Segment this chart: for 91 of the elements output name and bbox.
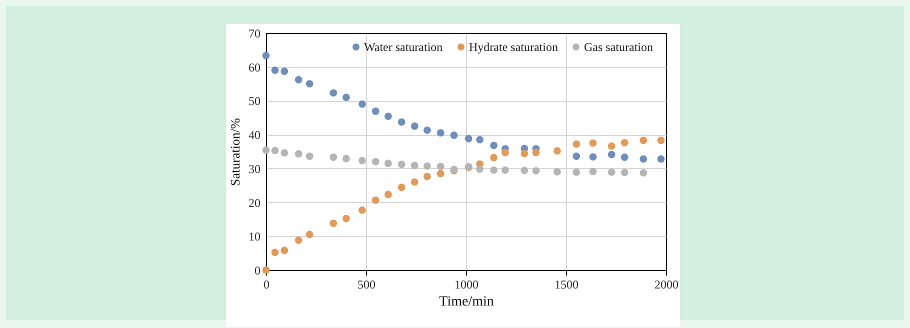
point: [358, 100, 366, 108]
point: [372, 108, 380, 115]
point: [262, 52, 270, 60]
point: [271, 66, 279, 74]
y-tick-label: 50: [248, 94, 260, 108]
legend-label: Water saturation: [364, 40, 443, 54]
point: [490, 154, 498, 162]
point: [342, 154, 350, 162]
x-tick-label: 500: [358, 278, 376, 292]
point: [398, 160, 406, 168]
legend-label: Hydrate saturation: [469, 40, 558, 54]
point: [464, 134, 472, 142]
point: [342, 94, 350, 102]
point: [294, 150, 302, 158]
y-tick-label: 30: [248, 162, 260, 176]
point: [640, 169, 648, 177]
point: [490, 166, 498, 174]
point: [501, 166, 509, 174]
point: [423, 162, 431, 170]
x-tick-label: 1000: [454, 278, 478, 292]
point: [410, 122, 418, 130]
legend-label: Gas saturation: [584, 40, 653, 54]
point: [572, 168, 580, 176]
point: [306, 230, 314, 238]
point: [553, 147, 561, 155]
point: [306, 80, 314, 88]
point: [330, 89, 338, 97]
point: [358, 156, 366, 164]
point: [450, 132, 458, 139]
point: [342, 214, 350, 222]
point: [490, 142, 498, 150]
point: [620, 138, 628, 146]
y-tick-label: 60: [248, 60, 260, 74]
point: [476, 165, 484, 173]
point: [280, 68, 288, 75]
point: [271, 248, 279, 256]
point: [572, 152, 580, 160]
point: [271, 146, 279, 154]
point: [532, 148, 540, 156]
x-tick-label: 2000: [654, 278, 678, 292]
point: [589, 139, 597, 147]
point: [436, 162, 444, 170]
point: [520, 166, 528, 174]
point: [640, 136, 648, 144]
point: [589, 153, 597, 161]
point: [572, 140, 580, 148]
point: [358, 206, 366, 214]
x-tick-label: 0: [264, 278, 270, 292]
point: [280, 149, 288, 157]
point: [608, 142, 616, 150]
point: [294, 76, 302, 84]
point: [532, 167, 540, 174]
point: [398, 184, 406, 192]
point: [306, 152, 314, 160]
point: [501, 148, 509, 156]
point: [372, 196, 380, 204]
y-tick-label: 20: [248, 196, 260, 210]
point: [520, 150, 528, 158]
y-tick-label: 10: [248, 230, 260, 244]
point: [330, 220, 338, 227]
point: [423, 126, 431, 134]
point: [372, 158, 380, 166]
point: [589, 168, 597, 176]
x-axis-title: Time/min: [439, 294, 494, 310]
point: [262, 146, 270, 154]
point: [410, 178, 418, 186]
point: [620, 154, 628, 161]
point: [476, 136, 484, 144]
y-tick-label: 70: [248, 26, 260, 40]
point: [620, 168, 628, 176]
point: [553, 168, 561, 176]
point: [330, 154, 338, 161]
y-tick-label: 0: [254, 264, 260, 278]
point: [423, 172, 431, 180]
y-tick-label: 40: [248, 128, 260, 142]
point: [384, 112, 392, 120]
point: [410, 162, 418, 170]
point: [436, 129, 444, 137]
point: [436, 170, 444, 178]
y-axis-title: Saturation/%: [228, 118, 242, 186]
point: [608, 150, 616, 158]
point: [384, 160, 392, 168]
point: [640, 155, 648, 163]
point: [657, 136, 665, 144]
point: [398, 118, 406, 126]
x-tick-label: 1500: [554, 278, 578, 292]
point: [657, 155, 665, 163]
point: [608, 168, 616, 176]
point: [294, 236, 302, 244]
point: [384, 190, 392, 198]
point: [280, 246, 288, 254]
